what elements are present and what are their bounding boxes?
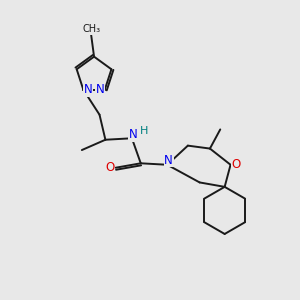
Text: H: H xyxy=(140,126,148,136)
Text: O: O xyxy=(105,160,115,174)
Text: N: N xyxy=(95,83,104,96)
Text: N: N xyxy=(164,154,173,167)
Text: N: N xyxy=(84,83,93,96)
Text: CH₃: CH₃ xyxy=(82,24,100,34)
Text: O: O xyxy=(232,158,241,171)
Text: N: N xyxy=(129,128,138,141)
